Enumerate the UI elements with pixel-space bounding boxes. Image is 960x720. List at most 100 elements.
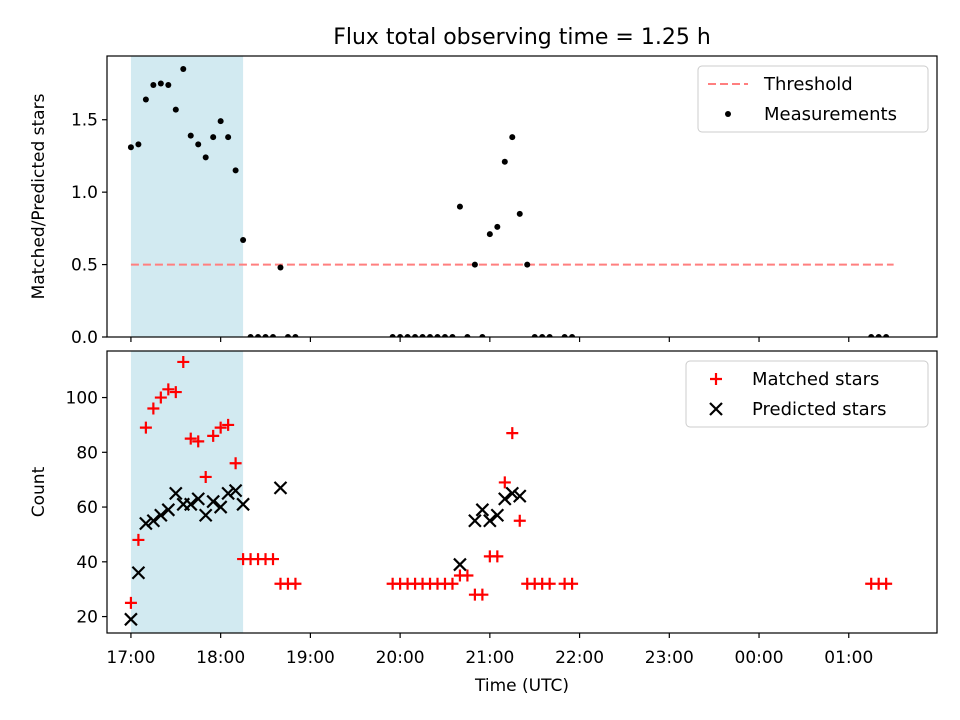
measurements-point-32	[456, 203, 463, 210]
measurements-point-3	[150, 81, 157, 88]
legend-predicted-stars-label: Predicted stars	[752, 399, 886, 420]
matched-stars-point-2	[139, 421, 152, 434]
predicted-stars-point-14	[228, 483, 243, 498]
x-tick-label-3: 20:00	[376, 648, 425, 668]
measurements-point-30	[441, 334, 448, 337]
measurements-point-34	[471, 261, 478, 268]
measurements-point-41	[524, 261, 531, 268]
measurements-point-35	[479, 334, 486, 337]
matched-stars-point-35	[476, 588, 489, 601]
matched-stars-point-39	[506, 427, 519, 440]
measurements-point-49	[883, 334, 890, 337]
measurements-point-45	[561, 334, 568, 337]
top-plot-area	[127, 56, 894, 337]
measurements-point-16	[247, 334, 254, 337]
matched-stars-point-49	[880, 577, 893, 590]
bottom-y-tick-label-1: 40	[76, 553, 98, 573]
measurements-point-36	[486, 231, 493, 238]
matched-stars-point-6	[169, 386, 182, 399]
matched-stars-point-19	[267, 553, 279, 566]
top-y-tick-label-2: 1.0	[71, 183, 98, 203]
matched-stars-point-3	[147, 402, 160, 415]
predicted-stars-point-6	[169, 486, 183, 501]
predicted-stars-point-17	[453, 557, 467, 572]
predicted-stars-point-20	[483, 513, 497, 528]
measurements-point-25	[404, 334, 411, 337]
x-tick-label-4: 21:00	[465, 648, 514, 668]
measurements-point-21	[284, 334, 291, 337]
predicted-stars-point-18	[468, 513, 482, 528]
legend-threshold-label: Threshold	[763, 74, 853, 95]
matched-stars-point-12	[214, 421, 227, 434]
top-legend-box	[697, 65, 929, 133]
predicted-stars-point-2	[139, 516, 153, 531]
measurements-point-42	[531, 334, 538, 337]
measurements-point-31	[449, 334, 456, 337]
measurements-point-2	[142, 96, 149, 103]
top-axes-frame	[106, 55, 938, 338]
legend-measurements-swatch	[725, 111, 731, 117]
bottom-y-tick-label-4: 100	[66, 389, 98, 409]
predicted-stars-point-4	[154, 508, 168, 523]
measurements-point-37	[494, 223, 501, 230]
top-y-tick-label-3: 1.5	[71, 111, 98, 131]
measurements-point-17	[255, 334, 262, 337]
matched-stars-point-5	[162, 383, 175, 396]
matched-stars-point-8	[184, 432, 197, 445]
matched-stars-point-46	[566, 577, 579, 590]
matched-stars-point-4	[154, 391, 167, 404]
measurements-point-46	[569, 334, 576, 337]
measurements-point-10	[202, 154, 209, 161]
legend-matched-stars-swatch	[710, 373, 722, 385]
measurements-point-26	[412, 334, 419, 337]
measurements-point-48	[875, 334, 882, 337]
top-legend: Threshold Measurements	[697, 65, 929, 133]
predicted-stars-point-12	[213, 500, 228, 514]
predicted-stars-point-22	[498, 492, 512, 506]
matched-stars-point-37	[491, 550, 504, 563]
measurements-point-44	[546, 334, 553, 337]
predicted-stars-point-9	[191, 492, 206, 506]
predicted-stars-point-13	[221, 486, 235, 501]
measurements-point-24	[397, 334, 404, 337]
matched-stars-point-11	[207, 429, 220, 442]
measurements-point-19	[270, 334, 276, 337]
measurements-point-6	[172, 106, 179, 113]
matched-stars-point-10	[199, 470, 212, 483]
bottom-legend: Matched stars Predicted stars	[685, 360, 929, 428]
measurements-point-40	[516, 210, 523, 217]
top-panel: 0.0 0.5 1.0 1.5 Matched/Predicted stars Thres…	[29, 55, 938, 348]
measurements-point-38	[501, 158, 508, 165]
predicted-stars-point-3	[146, 513, 161, 528]
top-y-axis-label: Matched/Predicted stars	[29, 93, 49, 299]
bottom-y-tick-label-0: 20	[76, 608, 98, 628]
measurements-point-22	[292, 334, 299, 337]
matched-stars-point-14	[229, 457, 242, 470]
x-axis-label: Time (UTC)	[474, 676, 569, 696]
x-tick-label-8: 01:00	[824, 648, 873, 668]
measurements-point-12	[217, 118, 224, 125]
predicted-stars-point-24	[512, 489, 527, 503]
bottom-shaded-region	[130, 351, 244, 633]
x-tick-label-1: 18:00	[196, 648, 245, 668]
matched-stars-point-31	[446, 577, 459, 590]
bottom-y-tick-label-3: 80	[76, 443, 98, 463]
measurements-point-33	[464, 334, 471, 337]
predicted-stars-point-10	[198, 508, 213, 523]
measurements-point-18	[262, 334, 269, 337]
matched-stars-point-0	[124, 596, 137, 609]
matched-stars-point-40	[513, 514, 526, 527]
x-tick-label-2: 19:00	[286, 648, 335, 668]
measurements-point-20	[277, 264, 284, 271]
matched-stars-point-22	[289, 577, 302, 590]
measurements-point-47	[868, 334, 875, 337]
x-tick-label-5: 22:00	[555, 648, 604, 668]
measurements-point-5	[165, 81, 172, 88]
matched-stars-point-1	[132, 533, 145, 546]
predicted-stars-point-1	[131, 565, 146, 580]
bottom-legend-box	[685, 360, 929, 428]
bottom-axes-frame	[106, 350, 938, 634]
measurements-point-43	[539, 334, 546, 337]
top-y-tick-label-0: 0.0	[71, 328, 98, 348]
